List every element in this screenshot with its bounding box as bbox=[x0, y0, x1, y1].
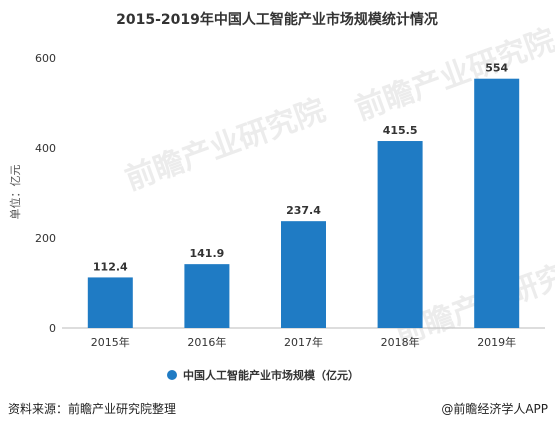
x-tick-label: 2017年 bbox=[284, 335, 323, 349]
data-label: 112.4 bbox=[93, 260, 128, 273]
y-tick-label: 0 bbox=[49, 322, 56, 335]
watermark-text: 前瞻产业研究院 bbox=[351, 23, 555, 128]
bar bbox=[184, 264, 230, 328]
bar bbox=[474, 78, 520, 328]
y-axis-label: 单位：亿元 bbox=[8, 165, 22, 220]
bar bbox=[87, 277, 133, 328]
x-tick-label: 2015年 bbox=[91, 335, 130, 349]
data-label: 141.9 bbox=[190, 247, 225, 260]
y-tick-label: 400 bbox=[35, 142, 56, 155]
bar bbox=[377, 141, 423, 328]
y-tick-label: 600 bbox=[35, 52, 56, 65]
y-tick-label: 200 bbox=[35, 232, 56, 245]
data-label: 554 bbox=[485, 62, 508, 75]
source-note: 资料来源：前瞻产业研究院整理 bbox=[8, 401, 176, 416]
bar bbox=[281, 221, 326, 328]
x-tick-label: 2016年 bbox=[187, 335, 226, 349]
x-tick-label: 2019年 bbox=[477, 335, 516, 349]
brand-credit: @前瞻经济学人APP bbox=[441, 401, 548, 416]
watermark-text: 前瞻产业研究院 bbox=[121, 93, 330, 198]
x-tick-label: 2018年 bbox=[381, 335, 420, 349]
data-label: 237.4 bbox=[286, 204, 321, 217]
chart-title: 2015-2019年中国人工智能产业市场规模统计情况 bbox=[116, 11, 438, 28]
data-label: 415.5 bbox=[383, 124, 418, 137]
legend-label: 中国人工智能产业市场规模（亿元） bbox=[183, 368, 359, 382]
legend-marker bbox=[167, 370, 177, 380]
